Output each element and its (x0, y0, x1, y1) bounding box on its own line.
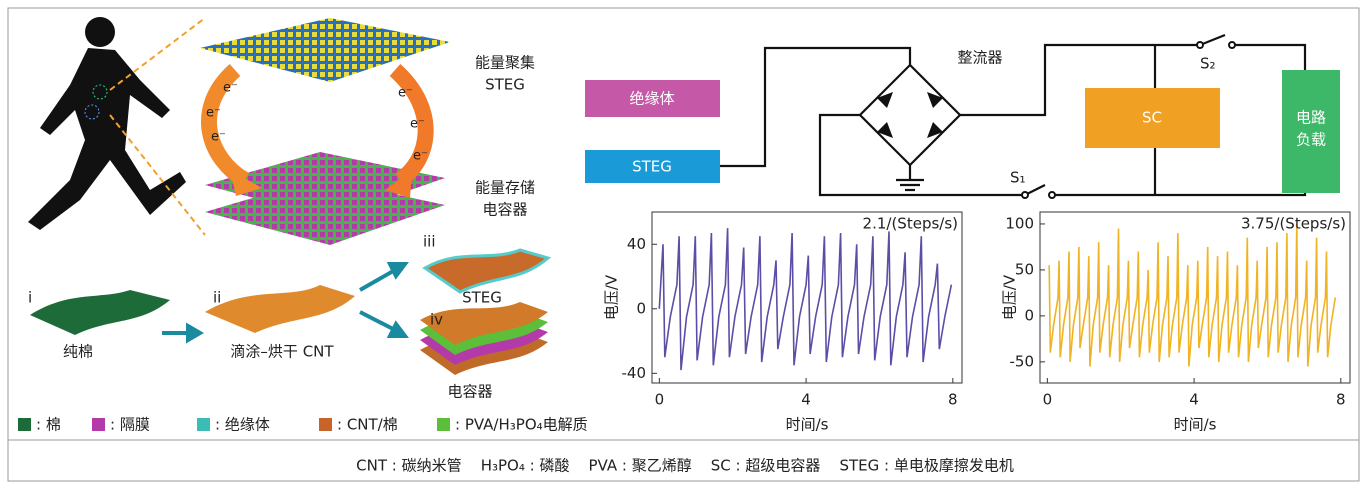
cotton (30, 290, 170, 335)
line (1049, 224, 1335, 367)
x-tick-label: 0 (655, 391, 665, 409)
box-label: SC (1142, 109, 1162, 127)
switch-label: S₂ (1200, 55, 1216, 73)
legend-swatch (319, 418, 332, 431)
legend-label: : 隔膜 (110, 416, 150, 434)
steg-sample (425, 250, 548, 292)
y-tick-label: 40 (627, 235, 646, 253)
electron: e⁻ (223, 81, 238, 96)
label: 能量存储 (475, 179, 535, 197)
x-axis-label: 时间/s (1174, 416, 1217, 434)
legend-label: : PVA/H₃PO₄电解质 (455, 416, 588, 434)
box-label: 电路 (1296, 109, 1326, 127)
legend-label: : CNT/棉 (337, 416, 398, 434)
step-numeral: iv (430, 311, 443, 329)
cnt-cotton (205, 285, 355, 333)
plot-frame (652, 212, 962, 383)
step-numeral: iii (423, 233, 436, 251)
legend-swatch (92, 418, 105, 431)
label: 能量聚集 (475, 54, 535, 72)
legend-label: : 棉 (36, 416, 61, 434)
step-label: 滴涂–烘干 CNT (230, 343, 334, 361)
line (659, 228, 951, 370)
footnote: CNT : 碳纳米管 H₃PO₄ : 磷酸 PVA : 聚乙烯醇 SC : 超级… (356, 457, 1014, 475)
rectifier-label: 整流器 (957, 49, 1002, 67)
y-tick-label: -40 (622, 364, 647, 382)
step-numeral: ii (213, 289, 221, 307)
legend-swatch (197, 418, 210, 431)
step-label: 纯棉 (63, 343, 93, 361)
figure: 能量聚集 STEG 能量存储 电容器 e⁻ e⁻ e⁻ e⁻ e⁻ e⁻ i 纯… (0, 0, 1367, 489)
legend-swatch (18, 418, 31, 431)
box-label: STEG (632, 158, 672, 176)
x-tick-label: 0 (1043, 391, 1053, 409)
electron: e⁻ (410, 117, 425, 132)
box-label: 绝缘体 (629, 90, 674, 108)
label: 电容器 (482, 201, 527, 219)
x-tick-label: 4 (801, 391, 811, 409)
step-label: STEG (462, 289, 502, 307)
switch-label: S₁ (1010, 169, 1026, 187)
step-numeral: i (28, 289, 32, 307)
legend-label: : 绝缘体 (215, 416, 270, 434)
annotation: 2.1/(Steps/s) (863, 215, 958, 233)
steg-fabric (200, 18, 450, 82)
electron: e⁻ (206, 106, 221, 121)
electron: e⁻ (413, 149, 428, 164)
legend-swatch (437, 418, 450, 431)
y-axis-label: 电压/V (1001, 274, 1019, 320)
x-tick-label: 8 (948, 391, 958, 409)
label: STEG (485, 76, 525, 94)
x-axis-label: 时间/s (786, 416, 829, 434)
x-tick-label: 8 (1336, 391, 1346, 409)
annotation: 3.75/(Steps/s) (1241, 215, 1346, 233)
plot-frame (1040, 212, 1350, 383)
y-tick-label: 0 (636, 299, 646, 317)
electron: e⁻ (211, 130, 226, 145)
electron: e⁻ (398, 86, 413, 101)
y-tick-label: -50 (1010, 352, 1035, 370)
frame (8, 8, 1359, 481)
y-axis-label: 电压/V (603, 274, 621, 320)
box-label: 负载 (1296, 131, 1326, 149)
y-tick-label: 0 (1024, 306, 1034, 324)
y-tick-label: 100 (1005, 214, 1034, 232)
step-label: 电容器 (447, 383, 492, 401)
x-tick-label: 4 (1189, 391, 1199, 409)
runner (28, 17, 186, 230)
